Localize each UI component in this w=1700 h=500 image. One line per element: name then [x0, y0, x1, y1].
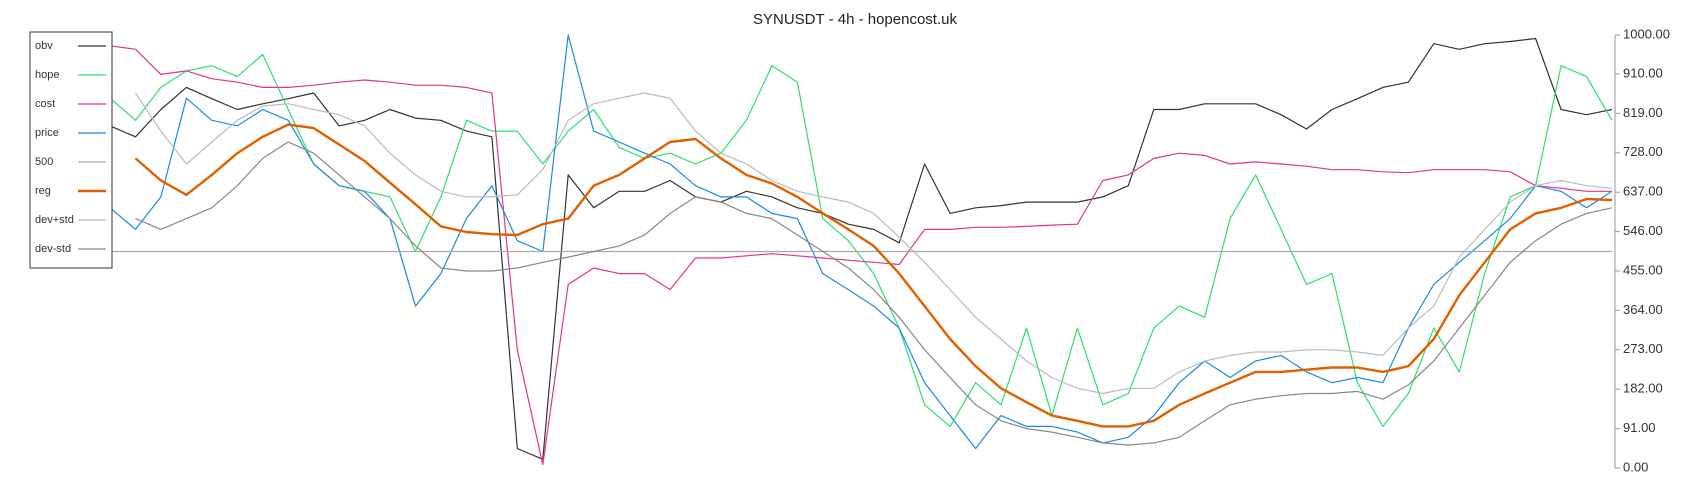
y-tick-label: 182.00: [1623, 381, 1663, 396]
y-tick-label: 273.00: [1623, 341, 1663, 356]
legend-label: obv: [35, 40, 53, 52]
y-tick-label: 91.00: [1623, 420, 1656, 435]
legend-label: cost: [35, 98, 55, 110]
legend-label: reg: [35, 185, 51, 197]
y-tick-label: 637.00: [1623, 184, 1663, 199]
series-line: [134, 123, 1613, 428]
series-line: [109, 37, 1613, 460]
legend-label: dev-std: [35, 243, 71, 255]
legend-label: hope: [35, 69, 59, 81]
legend-label: 500: [35, 156, 53, 168]
y-tick-label: 364.00: [1623, 302, 1663, 317]
y-tick-label: 819.00: [1623, 105, 1663, 120]
series-line: [135, 92, 1613, 395]
y-tick-label: 546.00: [1623, 223, 1663, 238]
legend-box: [29, 31, 113, 269]
y-tick-label: 910.00: [1623, 65, 1663, 80]
series-line: [109, 45, 1612, 466]
chart-title: SYNUSDT - 4h - hopencost.uk: [753, 11, 957, 28]
legend-label: dev+std: [35, 214, 74, 226]
legend-label: price: [35, 127, 59, 139]
series-line: [135, 141, 1613, 446]
y-tick-label: 455.00: [1623, 262, 1663, 277]
y-tick-label: 1000.00: [1623, 26, 1670, 41]
y-tick-label: 0.00: [1623, 459, 1648, 474]
series-line: [109, 34, 1613, 450]
y-tick-label: 728.00: [1623, 144, 1663, 159]
